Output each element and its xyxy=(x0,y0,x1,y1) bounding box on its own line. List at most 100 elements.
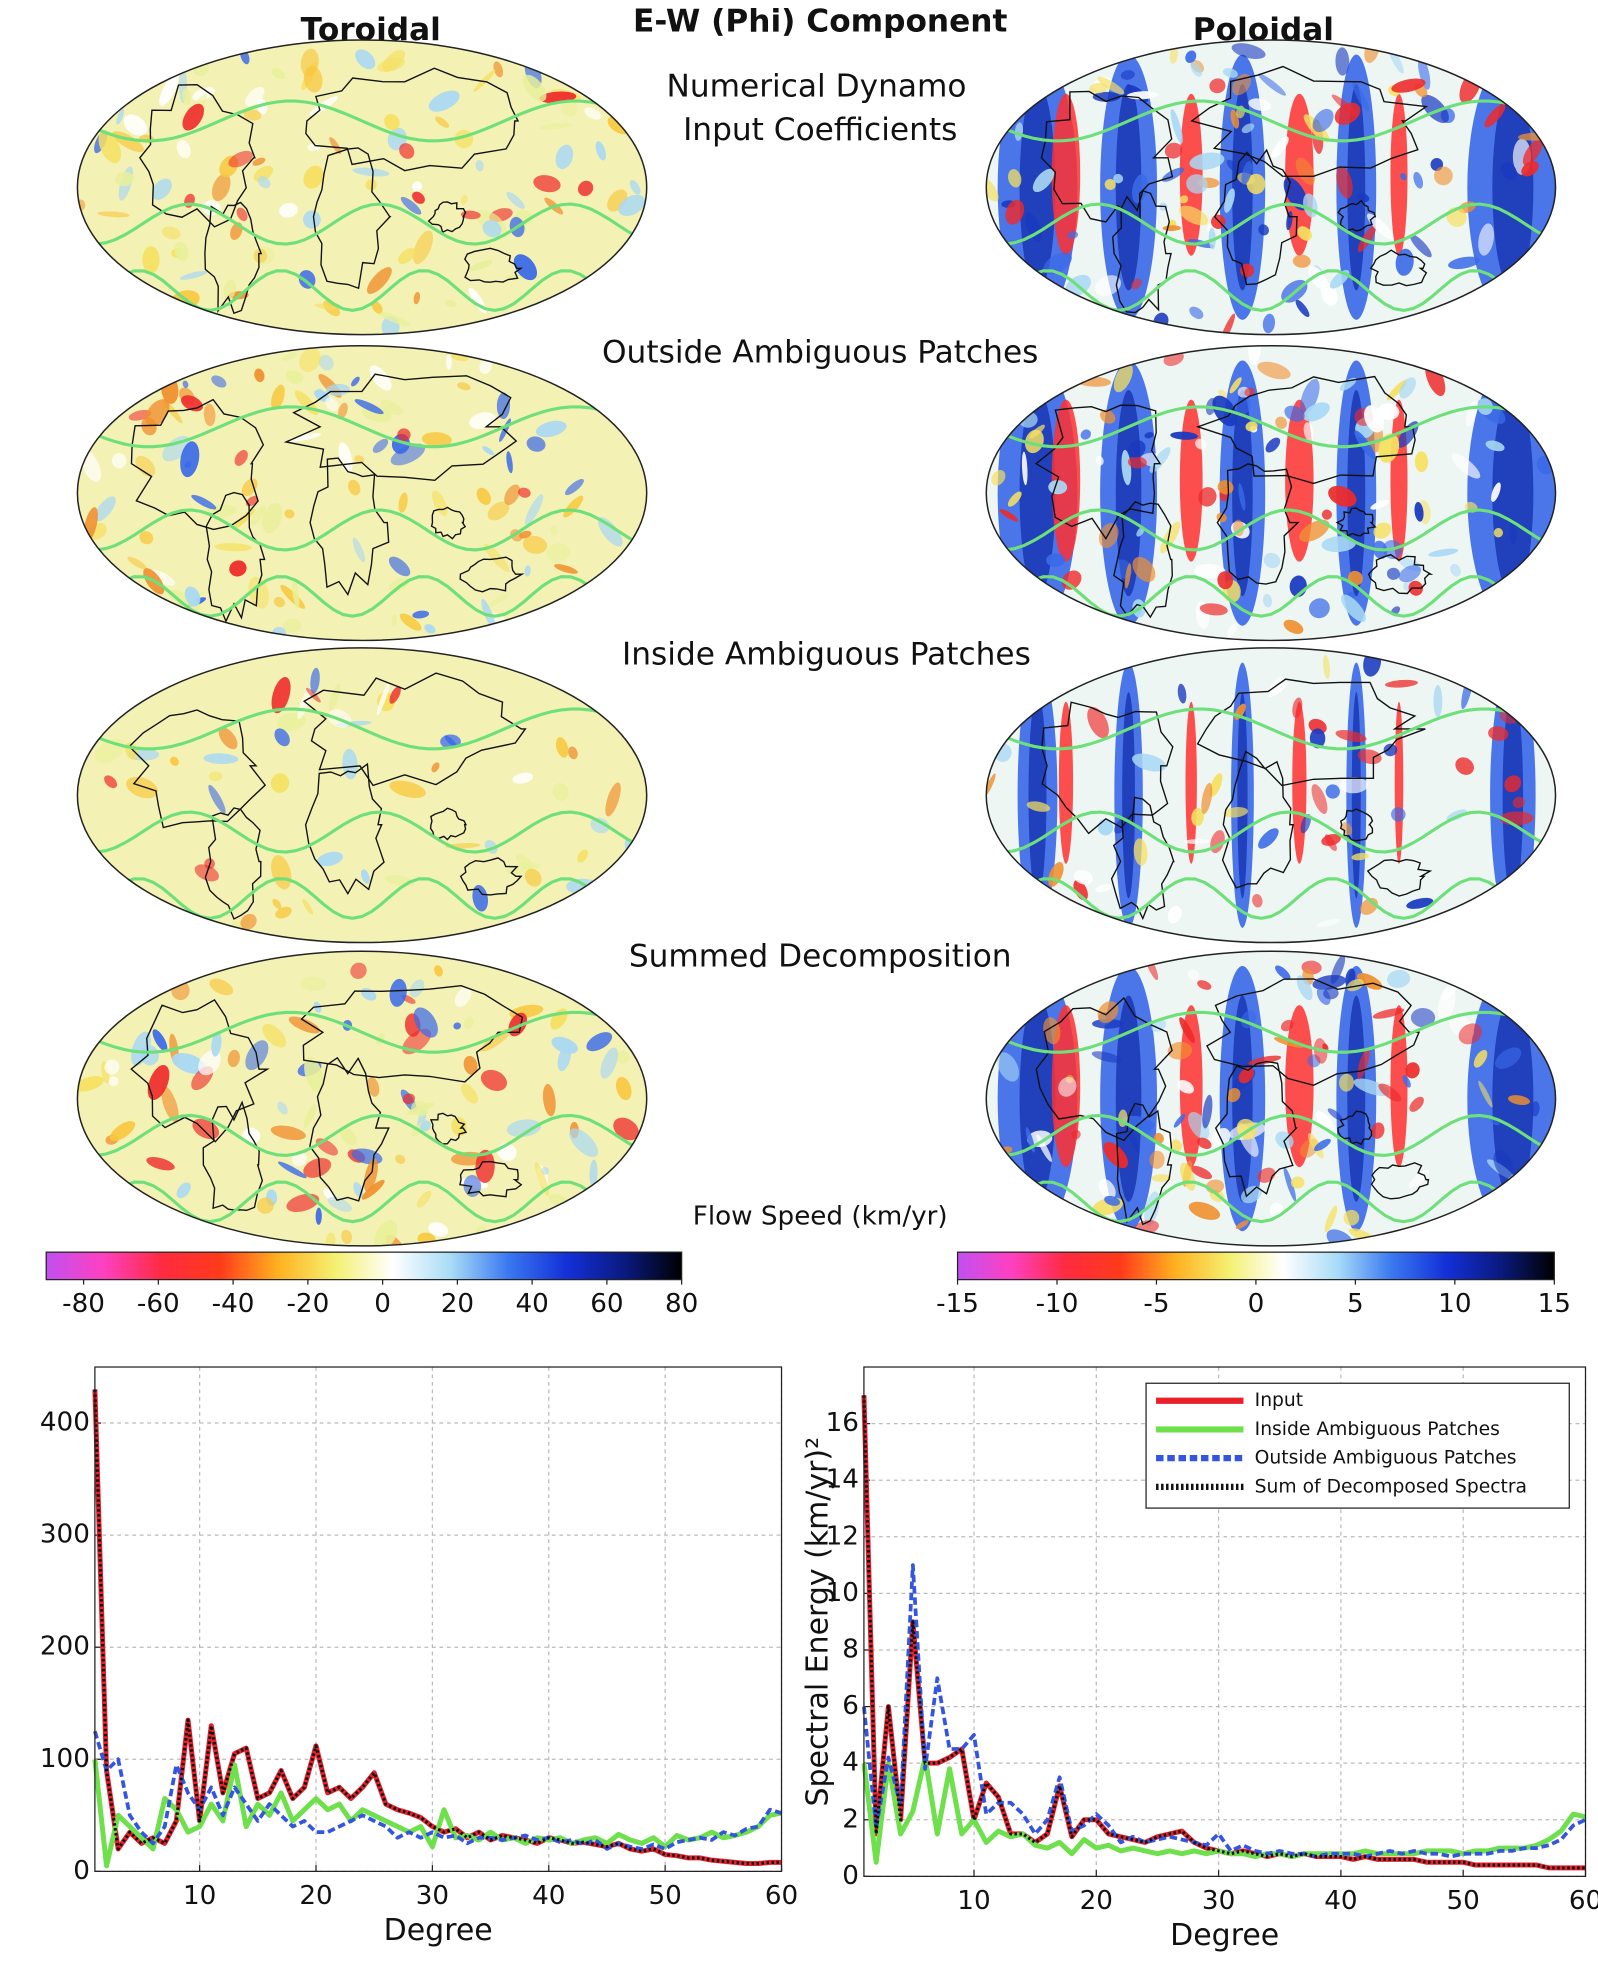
map-patch xyxy=(329,137,342,155)
map-patch xyxy=(1346,978,1364,992)
contour-line xyxy=(986,269,1556,312)
map-patch xyxy=(1290,1176,1305,1189)
map-patch xyxy=(1370,499,1390,510)
map-patch xyxy=(538,122,574,130)
map-patch xyxy=(1190,61,1203,77)
map-patch xyxy=(1223,807,1248,818)
map-patch xyxy=(1262,313,1276,334)
x-tick-label: 30 xyxy=(416,1881,449,1911)
coastline xyxy=(1115,1102,1173,1226)
map-patch xyxy=(351,376,360,387)
map-patch xyxy=(182,88,191,106)
map-patch xyxy=(1209,773,1223,797)
map-patch xyxy=(444,299,457,308)
x-axis-label: Degree xyxy=(384,1913,493,1948)
map-patch xyxy=(434,965,443,977)
map-patch xyxy=(1384,679,1418,688)
map-patch xyxy=(1351,853,1369,861)
map-patch xyxy=(303,1104,317,1128)
coastline xyxy=(430,506,467,540)
coastline xyxy=(1369,249,1428,287)
figure-title: E-W (Phi) Component xyxy=(633,3,1008,39)
map-patch xyxy=(1032,168,1055,193)
map-patch xyxy=(513,254,538,281)
map-patch xyxy=(1104,178,1116,190)
map-patch xyxy=(398,492,408,513)
series-line xyxy=(862,1395,1586,1870)
map-patch xyxy=(240,913,257,930)
map-patch xyxy=(552,783,569,801)
map-outline xyxy=(985,950,1557,1247)
coastline xyxy=(1195,375,1416,485)
coastline xyxy=(204,807,262,920)
map-patch xyxy=(524,565,531,577)
map-patch xyxy=(245,86,265,107)
map-patch xyxy=(1336,166,1353,199)
map-patch xyxy=(399,613,422,631)
map-patch xyxy=(413,230,434,265)
map-patch xyxy=(1202,1094,1213,1129)
map-patch xyxy=(203,403,216,427)
map-patch xyxy=(463,1016,474,1029)
contour-line xyxy=(77,1180,647,1224)
coastline xyxy=(429,1112,468,1145)
map-patch xyxy=(151,178,172,200)
x-tick-label: 30 xyxy=(1202,1886,1235,1916)
map-patch xyxy=(284,509,295,519)
map-patch xyxy=(1448,256,1480,270)
map-patch xyxy=(1372,1008,1405,1019)
map-patch xyxy=(460,194,468,205)
map-patch xyxy=(999,509,1019,522)
map-patch xyxy=(1522,138,1543,166)
map-patch xyxy=(1024,212,1042,242)
coastline xyxy=(300,985,524,1083)
map-patch xyxy=(584,107,602,120)
map-patch xyxy=(1501,162,1517,181)
map-patch xyxy=(366,267,392,294)
y-tick-label: 300 xyxy=(40,1520,90,1550)
contour-line xyxy=(986,1113,1556,1157)
map-patch xyxy=(1113,173,1124,184)
map-patch xyxy=(1413,171,1424,189)
map-patch xyxy=(1383,743,1398,757)
map-outline xyxy=(76,950,648,1247)
colorbar-tick-label: -80 xyxy=(62,1289,105,1319)
map-patch xyxy=(1258,224,1269,236)
map-patch xyxy=(227,1049,240,1068)
map-patch xyxy=(397,428,411,442)
map-band xyxy=(1347,995,1366,1202)
map-patch xyxy=(1311,784,1328,814)
map-patch xyxy=(223,279,236,300)
map-patch xyxy=(412,191,425,204)
map-patch xyxy=(1357,749,1382,765)
map-band xyxy=(1351,692,1361,899)
map-patch xyxy=(1275,416,1288,429)
coastline xyxy=(1110,796,1175,921)
map-patch xyxy=(1327,1108,1343,1121)
coastline xyxy=(305,67,520,172)
map-patch xyxy=(1493,528,1503,538)
map-patch xyxy=(561,99,578,117)
contour-line xyxy=(77,707,647,751)
map-patch xyxy=(1313,1138,1331,1152)
map-patch xyxy=(381,399,403,416)
map-patch xyxy=(402,1028,432,1055)
map-patch xyxy=(1080,429,1091,440)
y-tick-label: 0 xyxy=(842,1861,859,1891)
map-patch xyxy=(1391,807,1406,822)
map-patch xyxy=(116,108,125,125)
map-outline xyxy=(985,647,1557,944)
map-patch xyxy=(577,180,594,197)
map-patch xyxy=(1173,1113,1186,1128)
coastline xyxy=(1214,1060,1298,1198)
map-patch xyxy=(1185,50,1197,64)
map-outline xyxy=(76,39,648,336)
map-patch xyxy=(1402,1075,1411,1088)
map-patch xyxy=(1303,422,1314,442)
map-patch xyxy=(1026,801,1051,812)
x-tick-label: 60 xyxy=(765,1881,798,1911)
map-patch xyxy=(605,782,621,817)
row-title: Input Coefficients xyxy=(683,112,957,148)
map-band xyxy=(1115,84,1142,291)
map-patch xyxy=(518,487,531,498)
